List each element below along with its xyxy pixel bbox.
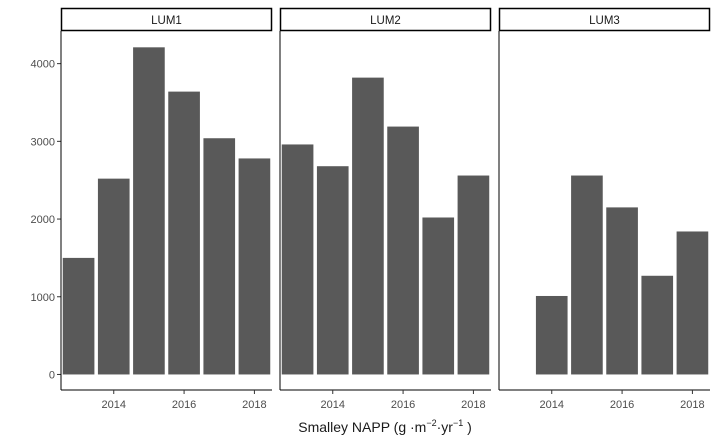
x-tick-label: 2014 (102, 399, 126, 411)
facet-strip-label: LUM3 (589, 15, 620, 27)
x-tick-label: 2016 (172, 399, 196, 411)
bar-lum1-2013 (62, 257, 95, 375)
x-tick-label: 2016 (610, 399, 634, 411)
x-axis-title-prefix: Smalley NAPP (g (298, 419, 410, 435)
bar-lum1-2014 (97, 178, 130, 375)
facet-strip (498, 7, 711, 32)
panel-lum2: LUM2 2014 2016 2018 (279, 7, 492, 411)
x-tick-label: 2014 (540, 399, 564, 411)
bar-lum3-2017 (641, 275, 674, 375)
x-axis-title: Smalley NAPP (g ·m−2·yr−1 ) (298, 418, 472, 435)
bar-lum2-2014 (316, 166, 349, 375)
x-tick-label: 2016 (391, 399, 415, 411)
y-tick-label: 0 (49, 369, 55, 381)
bar-lum2-2016 (387, 126, 419, 375)
x-tick-label: 2018 (680, 399, 704, 411)
bar-lum1-2018 (238, 158, 271, 375)
panel-lum3: LUM3 2014 2016 2018 (498, 7, 711, 411)
facet-strip-label: LUM2 (370, 15, 401, 27)
bar-lum3-2015 (571, 175, 603, 375)
bar-lum2-2018 (457, 175, 490, 375)
facet-strip (279, 7, 492, 32)
bar-lum3-2016 (606, 207, 638, 375)
x-tick-label: 2018 (461, 399, 485, 411)
chart-panels: LUM1 2014 2016 2018 LUM2 2014 2016 2018 LUM3 2014… (60, 7, 711, 411)
x-axis-title-part1: ·m (410, 419, 426, 435)
bar-lum1-2017 (203, 138, 236, 375)
y-tick-label: 1000 (31, 292, 55, 304)
y-tick-label: 2000 (31, 214, 55, 226)
bar-lum2-2015 (352, 77, 384, 375)
bar-lum2-2017 (422, 217, 455, 375)
facet-strip-label: LUM1 (151, 15, 182, 27)
x-axis-title-suffix: ) (463, 419, 472, 435)
bar-lum2-2013 (281, 144, 314, 375)
bar-lum1-2015 (133, 47, 165, 375)
bar-lum1-2016 (168, 91, 200, 375)
x-axis-title-part2: ·yr (437, 419, 454, 435)
x-tick-label: 2018 (242, 399, 266, 411)
bar-lum3-2018 (676, 231, 709, 375)
facet-strip (60, 7, 273, 32)
bar-lum3-2014 (535, 295, 568, 375)
x-tick-label: 2014 (321, 399, 345, 411)
panel-lum1: LUM1 2014 2016 2018 (60, 7, 273, 411)
y-tick-label: 4000 (31, 59, 55, 71)
x-axis-title-sup2: −1 (453, 418, 463, 428)
x-axis-title-sup1: −2 (426, 418, 436, 428)
y-tick-label: 3000 (31, 136, 55, 148)
y-axis: 0 1000 2000 3000 4000 (31, 59, 61, 381)
